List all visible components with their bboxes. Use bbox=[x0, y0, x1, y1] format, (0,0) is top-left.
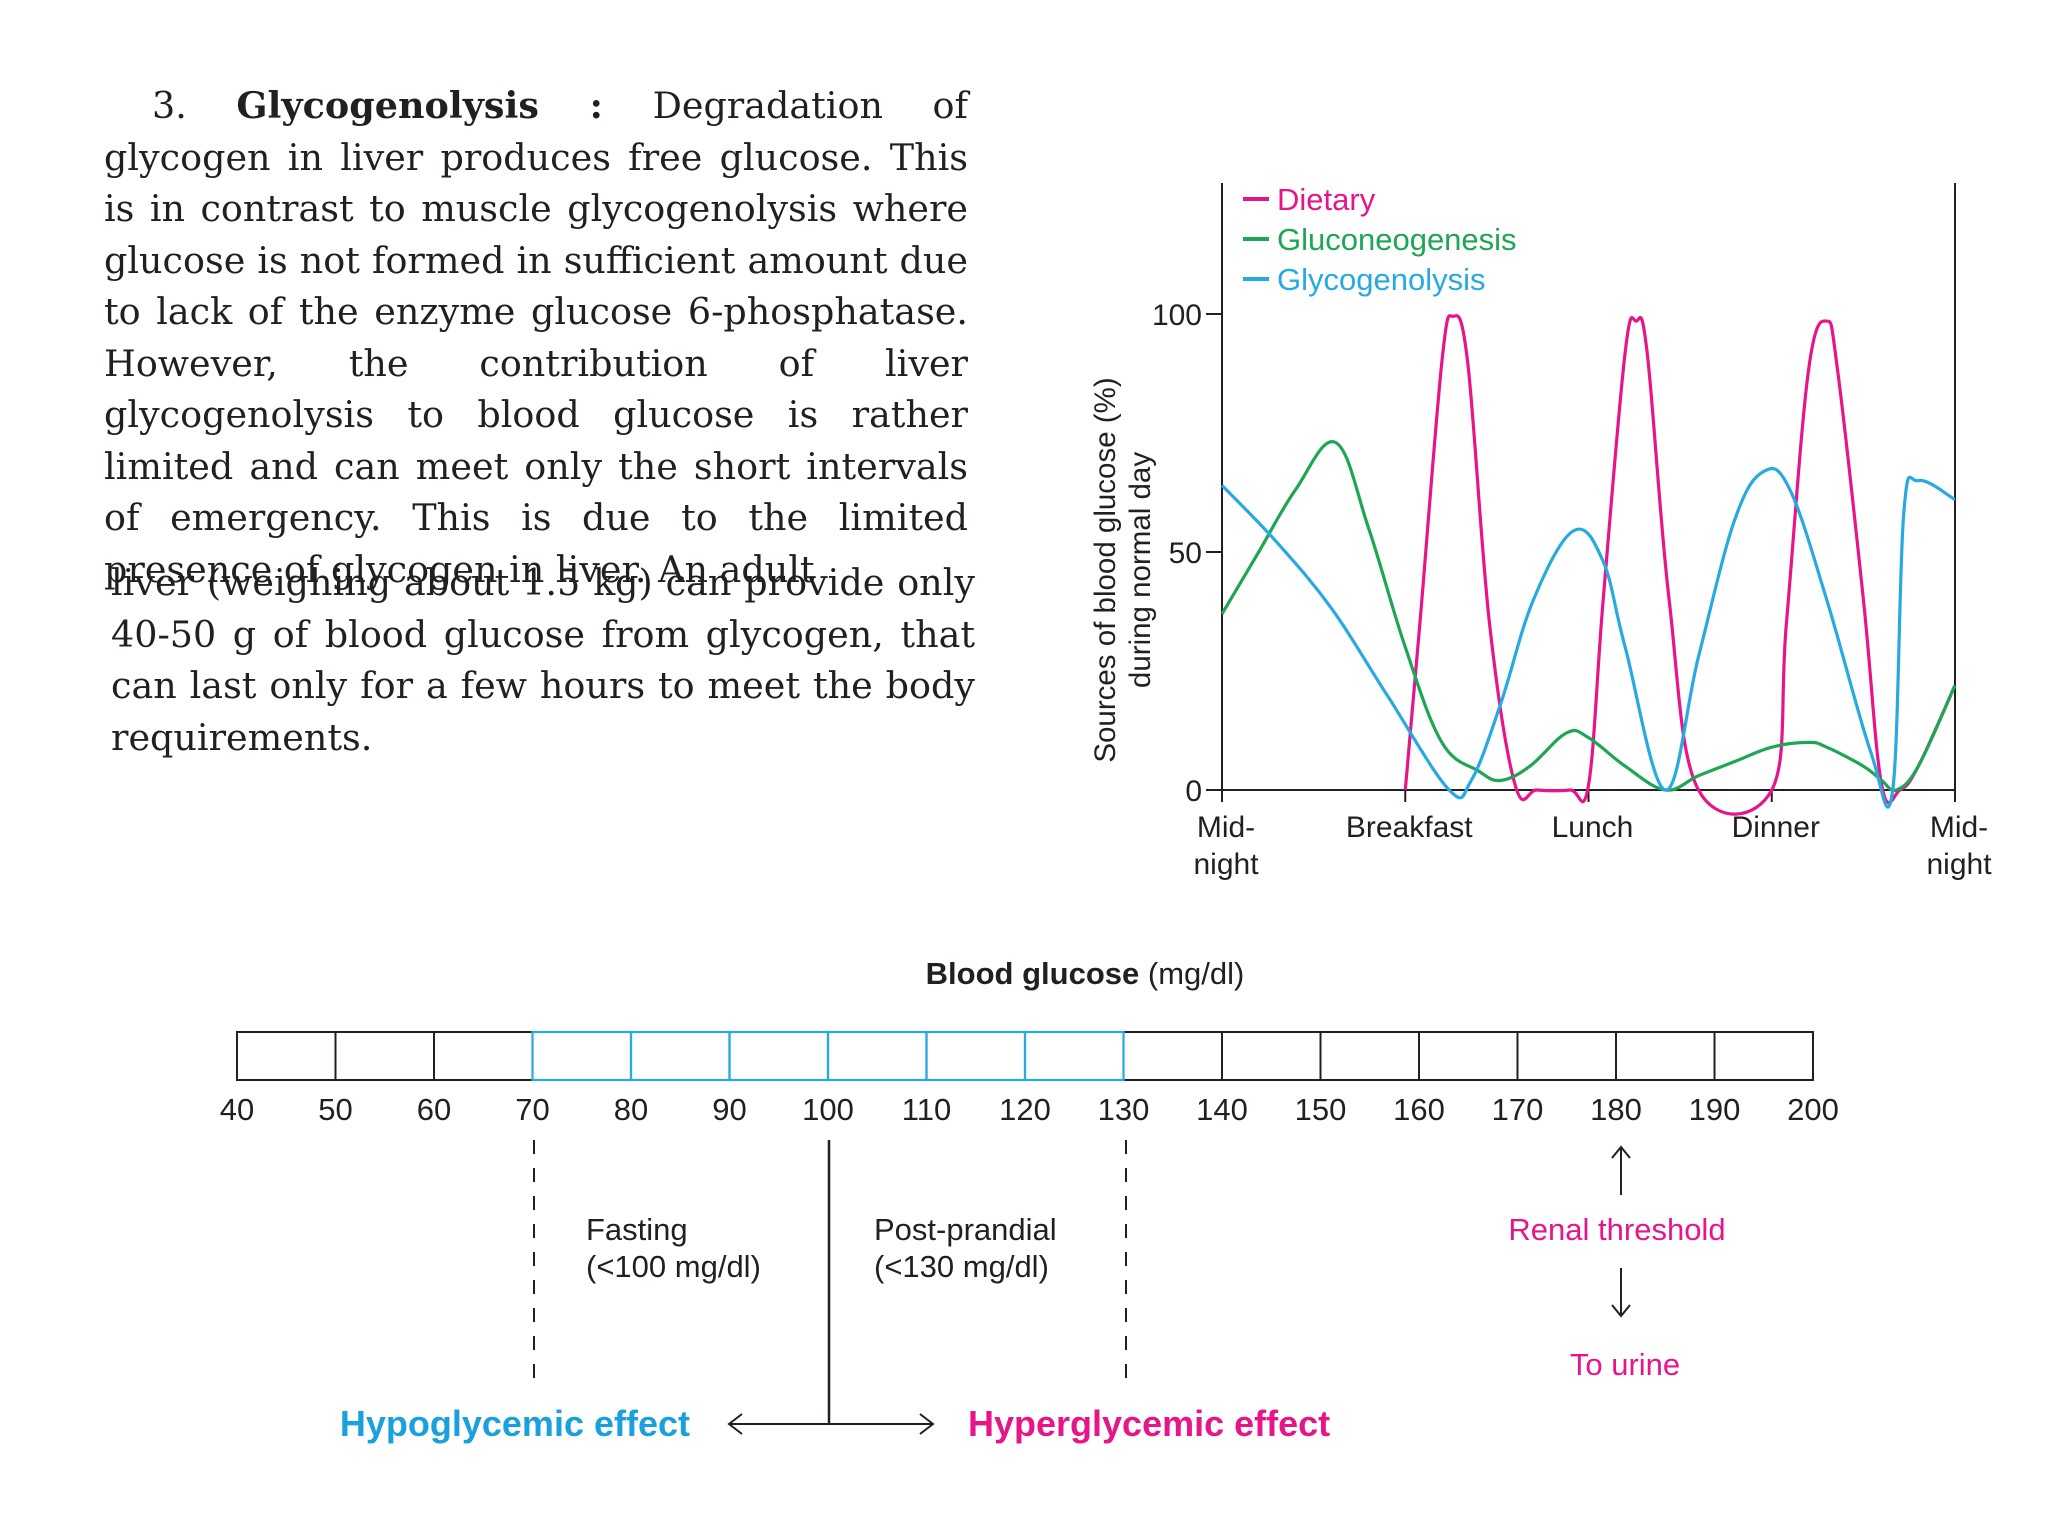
scale-tick-label: 90 bbox=[712, 1092, 746, 1127]
postprandial-label-range: (<130 mg/dl) bbox=[874, 1249, 1049, 1284]
y-axis-label-line2: during normal day bbox=[1124, 452, 1157, 688]
scale-tick-label: 60 bbox=[417, 1092, 451, 1127]
legend-label: Glycogenolysis bbox=[1277, 262, 1485, 297]
scale-cell-normal bbox=[728, 1030, 830, 1082]
scale-tick-label: 70 bbox=[515, 1092, 549, 1127]
x-tick-label-line2: night bbox=[1193, 848, 1259, 881]
scale-tick-label: 150 bbox=[1295, 1092, 1347, 1127]
scale-title: Blood glucose (mg/dl) bbox=[926, 956, 1245, 991]
scale-tick-label: 100 bbox=[802, 1092, 854, 1127]
scale-cells bbox=[236, 1030, 1814, 1082]
hypoglycemic-effect-label: Hypoglycemic effect bbox=[340, 1403, 690, 1444]
series-line-glycogenolysis bbox=[1220, 467, 1956, 809]
fasting-label: Fasting bbox=[586, 1212, 688, 1247]
scale-tick-label: 140 bbox=[1196, 1092, 1248, 1127]
scale-cell-normal bbox=[826, 1030, 928, 1082]
paragraph-glycogenolysis: 3. Glycogenolysis : Degradation of glyco… bbox=[104, 80, 968, 595]
paragraph-continued: liver (weighing about 1.5 kg) can provid… bbox=[111, 557, 975, 763]
series-lines bbox=[1220, 314, 1957, 816]
scale-title-unit: (mg/dl) bbox=[1148, 956, 1244, 991]
scale-title-bold: Blood glucose bbox=[926, 956, 1140, 991]
renal-down-arrow-head bbox=[1611, 1304, 1631, 1318]
scale-cell bbox=[1615, 1031, 1716, 1081]
blood-glucose-scale: Blood glucose (mg/dl) 40 50 60 70 80 90 100 110… bbox=[220, 956, 1839, 1444]
x-tick-label: Dinner bbox=[1732, 811, 1820, 844]
hyperglycemic-effect-label: Hyperglycemic effect bbox=[968, 1403, 1330, 1444]
scale-cell-normal bbox=[925, 1030, 1027, 1082]
scale-tick-label: 40 bbox=[220, 1092, 254, 1127]
y-tick-label: 50 bbox=[1169, 537, 1202, 570]
series-line-gluconeogenesis bbox=[1220, 440, 1957, 793]
scale-cell bbox=[1221, 1031, 1322, 1081]
scale-tick-label: 190 bbox=[1689, 1092, 1741, 1127]
y-axis-label: Sources of blood glucose (%) bbox=[1089, 377, 1122, 762]
x-ticks: Mid-night Breakfast Lunch Dinner Mid-night bbox=[1193, 790, 1992, 881]
scale-cell bbox=[433, 1031, 534, 1081]
scale-cell-normal bbox=[531, 1030, 633, 1082]
renal-threshold-label: Renal threshold bbox=[1508, 1212, 1725, 1247]
scale-cell bbox=[334, 1031, 435, 1081]
legend-label: Dietary bbox=[1277, 182, 1376, 217]
scale-cell bbox=[1516, 1031, 1617, 1081]
scale-cell bbox=[1713, 1031, 1814, 1081]
scale-cell bbox=[1319, 1031, 1420, 1081]
scale-tick-label: 200 bbox=[1787, 1092, 1839, 1127]
legend: Dietary Gluconeogenesis Glycogenolysis bbox=[1243, 182, 1517, 297]
item-number: 3. bbox=[152, 84, 187, 127]
scale-tick-label: 50 bbox=[318, 1092, 352, 1127]
series-line-dietary bbox=[1403, 314, 1957, 816]
y-tick-label: 0 bbox=[1185, 775, 1202, 808]
x-tick-label: Lunch bbox=[1552, 811, 1634, 844]
x-tick-label: Breakfast bbox=[1346, 811, 1473, 844]
scale-tick-label: 80 bbox=[614, 1092, 648, 1127]
scale-tick-label: 160 bbox=[1393, 1092, 1445, 1127]
fasting-label-range: (<100 mg/dl) bbox=[586, 1249, 761, 1284]
scale-cell bbox=[1418, 1031, 1519, 1081]
scale-tick-label: 120 bbox=[999, 1092, 1051, 1127]
scale-cell bbox=[1122, 1031, 1223, 1081]
scale-cell bbox=[236, 1031, 337, 1081]
to-urine-label: To urine bbox=[1570, 1347, 1680, 1382]
scale-cell-normal bbox=[629, 1030, 731, 1082]
renal-up-arrow-head bbox=[1611, 1145, 1631, 1159]
paragraph-body-1: Degradation of glycogen in liver produce… bbox=[104, 84, 969, 591]
y-ticks: 0 50 100 bbox=[1152, 299, 1222, 808]
x-tick-label-line2: night bbox=[1926, 848, 1992, 881]
scale-cell-normal bbox=[1023, 1030, 1125, 1082]
x-tick-label: Mid- bbox=[1930, 811, 1988, 844]
scale-tick-label: 130 bbox=[1098, 1092, 1150, 1127]
postprandial-label: Post-prandial bbox=[874, 1212, 1057, 1247]
scale-tick-label: 170 bbox=[1492, 1092, 1544, 1127]
scale-tick-labels: 40 50 60 70 80 90 100 110 120 130 140 150 160 170 180 1… bbox=[220, 1092, 1839, 1127]
legend-label: Gluconeogenesis bbox=[1277, 222, 1517, 257]
hyper-arrow-head bbox=[919, 1413, 935, 1435]
x-tick-label: Mid- bbox=[1197, 811, 1255, 844]
hypo-arrow-head bbox=[727, 1413, 743, 1435]
y-tick-label: 100 bbox=[1152, 299, 1202, 332]
term-glycogenolysis: Glycogenolysis : bbox=[236, 84, 604, 127]
scale-tick-label: 110 bbox=[902, 1092, 951, 1127]
paragraph-body-2: liver (weighing about 1.5 kg) can provid… bbox=[111, 561, 975, 759]
scale-tick-label: 180 bbox=[1590, 1092, 1642, 1127]
